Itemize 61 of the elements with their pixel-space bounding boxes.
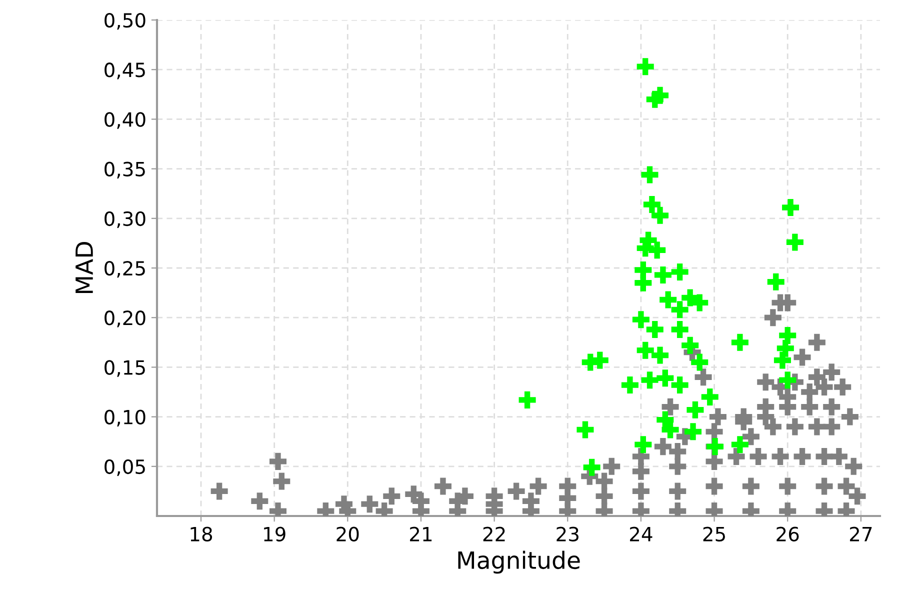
point <box>641 372 658 389</box>
x-axis-title: Magnitude <box>458 550 580 574</box>
x-tick-label: 26 <box>776 526 799 542</box>
point <box>654 266 672 284</box>
point <box>636 58 654 76</box>
x-tick-label: 22 <box>483 526 505 542</box>
point <box>576 421 594 438</box>
point <box>634 436 652 454</box>
point <box>671 263 688 280</box>
point <box>646 321 664 338</box>
point <box>731 334 748 351</box>
y-tick-label: 0,40 <box>104 112 146 129</box>
point <box>684 423 702 440</box>
y-axis-title: MAD <box>76 242 93 294</box>
x-tick-label: 21 <box>410 526 432 542</box>
point <box>671 321 688 338</box>
x-tick-label: 18 <box>190 526 212 542</box>
point <box>583 458 600 476</box>
x-tick-label: 25 <box>703 526 725 542</box>
point <box>632 311 650 328</box>
point <box>774 352 791 369</box>
y-tick-label: 0,30 <box>104 211 146 228</box>
point <box>652 346 669 364</box>
y-tick-label: 0,50 <box>104 12 146 30</box>
point <box>671 301 688 318</box>
y-tick-label: 0,05 <box>104 459 145 476</box>
y-tick-label: 0,20 <box>104 310 146 328</box>
point <box>582 354 599 371</box>
point <box>782 198 800 216</box>
point <box>686 401 704 418</box>
x-tick-label: 23 <box>556 526 578 542</box>
point <box>636 342 654 359</box>
x-tick-label: 20 <box>336 526 359 542</box>
point <box>671 376 688 394</box>
point <box>652 86 669 104</box>
point <box>779 372 796 389</box>
y-tick-label: 0,45 <box>104 62 145 80</box>
point <box>634 274 652 292</box>
point <box>656 370 674 387</box>
point <box>701 388 718 406</box>
point <box>767 273 784 290</box>
point <box>662 421 679 438</box>
point <box>682 336 699 354</box>
point <box>621 376 638 394</box>
y-tick-label: 0,35 <box>104 162 145 178</box>
point <box>691 354 708 371</box>
x-tick-label: 19 <box>264 526 286 542</box>
point <box>652 206 669 224</box>
x-tick-label: 24 <box>630 526 652 542</box>
point <box>641 166 658 184</box>
point <box>518 391 536 408</box>
point <box>731 436 748 454</box>
point <box>786 234 804 251</box>
x-tick-label: 27 <box>850 526 872 542</box>
point <box>691 294 708 312</box>
point <box>660 291 677 308</box>
y-tick-label: 0,10 <box>104 410 146 426</box>
y-tick-label: 0,25 <box>104 260 145 278</box>
point <box>779 326 796 344</box>
y-tick-label: 0,15 <box>104 360 145 377</box>
point <box>643 196 660 214</box>
